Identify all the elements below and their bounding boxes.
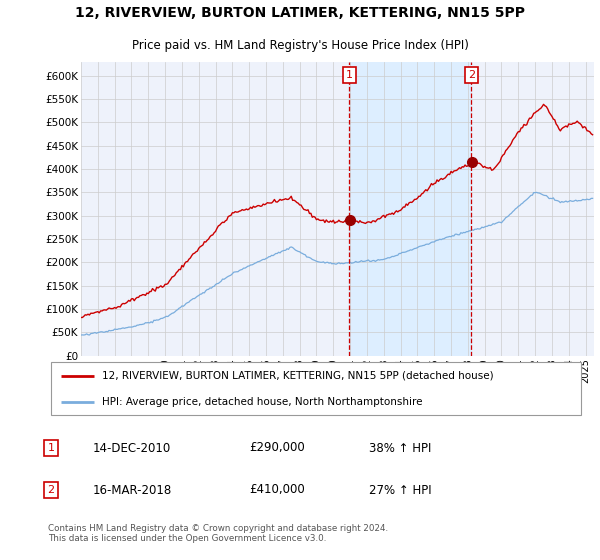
Text: £410,000: £410,000 bbox=[249, 483, 305, 497]
Text: 1: 1 bbox=[47, 443, 55, 453]
Text: 14-DEC-2010: 14-DEC-2010 bbox=[93, 441, 171, 455]
Bar bbox=[349, 62, 472, 356]
Text: Price paid vs. HM Land Registry's House Price Index (HPI): Price paid vs. HM Land Registry's House … bbox=[131, 39, 469, 53]
Text: 2: 2 bbox=[47, 485, 55, 495]
Text: 1: 1 bbox=[346, 70, 353, 80]
Text: 12, RIVERVIEW, BURTON LATIMER, KETTERING, NN15 5PP (detached house): 12, RIVERVIEW, BURTON LATIMER, KETTERING… bbox=[102, 371, 493, 380]
Text: 2: 2 bbox=[468, 70, 475, 80]
Text: 27% ↑ HPI: 27% ↑ HPI bbox=[369, 483, 431, 497]
Text: Contains HM Land Registry data © Crown copyright and database right 2024.
This d: Contains HM Land Registry data © Crown c… bbox=[48, 524, 388, 543]
FancyBboxPatch shape bbox=[50, 362, 581, 415]
Text: £290,000: £290,000 bbox=[249, 441, 305, 455]
Text: HPI: Average price, detached house, North Northamptonshire: HPI: Average price, detached house, Nort… bbox=[102, 397, 422, 407]
Text: 38% ↑ HPI: 38% ↑ HPI bbox=[369, 441, 431, 455]
Text: 16-MAR-2018: 16-MAR-2018 bbox=[93, 483, 172, 497]
Text: 12, RIVERVIEW, BURTON LATIMER, KETTERING, NN15 5PP: 12, RIVERVIEW, BURTON LATIMER, KETTERING… bbox=[75, 6, 525, 20]
